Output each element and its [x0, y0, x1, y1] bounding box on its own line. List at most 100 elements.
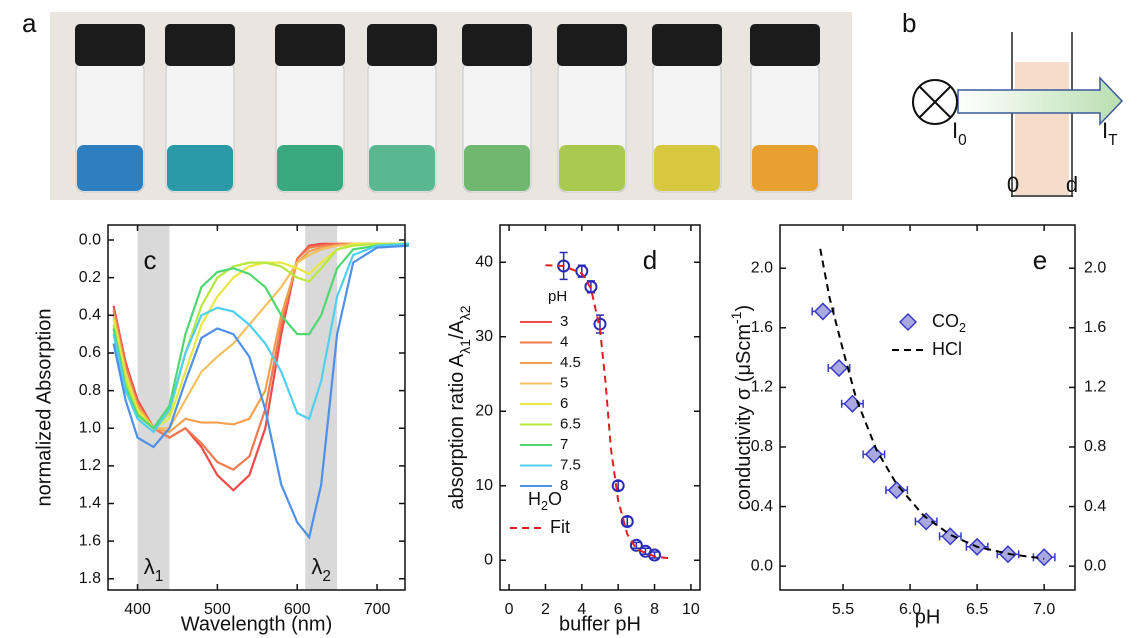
plot-frame	[780, 225, 1075, 590]
y-tick-label: 0.8	[79, 382, 101, 399]
figure: a b 0 d I0ITλ1λ24005006007000.00.20.40.6…	[0, 0, 1139, 638]
path-start: 0	[1007, 172, 1019, 197]
vial-cap	[275, 24, 345, 66]
vial-cap	[367, 24, 437, 66]
text-part: )	[733, 305, 755, 312]
page: a b 0 d I0ITλ1λ24005006007000.00.20.40.6…	[0, 0, 1139, 638]
text-part: 2	[541, 499, 548, 513]
vial-liquid	[77, 145, 143, 191]
data-point	[831, 360, 847, 376]
text-part: λ1	[457, 339, 473, 354]
legend-label: 6.5	[560, 415, 581, 432]
y2-tick-label: 1.2	[1084, 379, 1106, 396]
y2-tick-label: 2.0	[1084, 259, 1106, 276]
text-part: -1	[728, 311, 744, 324]
y-tick-label: 2.0	[751, 259, 773, 276]
legend-label: HCl	[932, 339, 962, 359]
text-part: 0	[958, 132, 967, 149]
legend-label: 5	[560, 374, 568, 391]
x-tick-label: 2	[541, 601, 550, 618]
legend-label: 6	[560, 395, 568, 412]
text-part: conductivity σ (μScm	[733, 324, 755, 510]
data-point	[815, 303, 831, 319]
data-point	[1036, 549, 1052, 565]
x-tick-label: 400	[124, 601, 151, 618]
y-axis-label: normalized Absorption	[33, 309, 55, 507]
panel-label: d	[643, 245, 657, 275]
x-tick-label: 10	[682, 601, 700, 618]
text-part: 1	[155, 568, 164, 585]
text-part: λ2	[457, 305, 473, 320]
legend-label: 3	[560, 313, 568, 330]
y2-tick-label: 1.6	[1084, 319, 1106, 336]
text-part: HCl	[932, 339, 962, 359]
vial-liquid	[752, 145, 818, 191]
text-part: 2	[959, 321, 966, 335]
y-axis-label: conductivity σ (μScm-1)	[728, 305, 756, 510]
data-point	[866, 446, 882, 462]
legend-label: Fit	[550, 517, 570, 537]
output-label: IT	[1102, 118, 1118, 149]
text-part: 2	[322, 568, 331, 585]
x-tick-label: 700	[364, 601, 391, 618]
y-tick-label: 1.2	[79, 457, 101, 474]
legend-title: pH	[548, 288, 567, 305]
panel-label: b	[902, 8, 916, 38]
vial-liquid	[654, 145, 720, 191]
y-tick-label: 0.0	[751, 557, 773, 574]
vial-liquid	[167, 145, 233, 191]
x-tick-label: 6.5	[966, 601, 988, 618]
vial-cap	[462, 24, 532, 66]
y-tick-label: 0.6	[79, 344, 101, 361]
x-tick-label: 0	[505, 601, 514, 618]
text-part: O	[548, 489, 562, 509]
legend-swatch	[900, 314, 916, 330]
source-label: I0	[952, 118, 967, 149]
text-part: λ	[144, 554, 155, 579]
panel-label: e	[1033, 245, 1047, 275]
text-part: H	[528, 489, 541, 509]
y-tick-label: 20	[475, 402, 493, 419]
legend-label: 7.5	[560, 456, 581, 473]
y-tick-label: 30	[475, 328, 493, 345]
x-axis-label: buffer pH	[559, 613, 641, 635]
legend-label: 4.5	[560, 354, 581, 371]
y-tick-label: 1.4	[79, 495, 101, 512]
vial-liquid	[559, 145, 625, 191]
panel-label: c	[144, 245, 157, 275]
vial-cap	[557, 24, 627, 66]
vial-liquid	[369, 145, 435, 191]
y2-tick-label: 0.8	[1084, 438, 1106, 455]
text-part: Fit	[550, 517, 570, 537]
x-axis-label: pH	[915, 606, 941, 628]
panel-label: a	[22, 8, 37, 38]
y-tick-label: 0	[484, 551, 493, 568]
legend-label: 4	[560, 333, 568, 350]
plot-frame	[500, 225, 700, 590]
y-tick-label: 1.6	[79, 532, 101, 549]
vial-cap	[750, 24, 820, 66]
x-tick-label: 7.0	[1033, 601, 1055, 618]
text-part: λ	[311, 554, 322, 579]
vial-liquid	[277, 145, 343, 191]
text-part: CO	[932, 311, 959, 331]
vial-photo	[50, 12, 852, 200]
x-axis-label: Wavelength (nm)	[181, 613, 333, 635]
y-axis-label: absorption ratio Aλ1/Aλ2	[446, 305, 472, 509]
y2-tick-label: 0.4	[1084, 498, 1106, 515]
x-tick-label: 8	[650, 601, 659, 618]
legend-label: 7	[560, 436, 568, 453]
y-tick-label: 1.8	[79, 570, 101, 587]
text-part: absorption ratio A	[446, 353, 468, 509]
path-end: d	[1066, 172, 1078, 197]
y2-tick-label: 0.0	[1084, 557, 1106, 574]
vial-cap	[165, 24, 235, 66]
text-part: T	[1108, 132, 1118, 149]
y-tick-label: 40	[475, 253, 493, 270]
vial-cap	[652, 24, 722, 66]
sample	[1015, 62, 1069, 195]
vial-cap	[75, 24, 145, 66]
text-part: /A	[446, 320, 468, 340]
y-tick-label: 1.0	[79, 419, 101, 436]
y-tick-label: 0.0	[79, 231, 101, 248]
